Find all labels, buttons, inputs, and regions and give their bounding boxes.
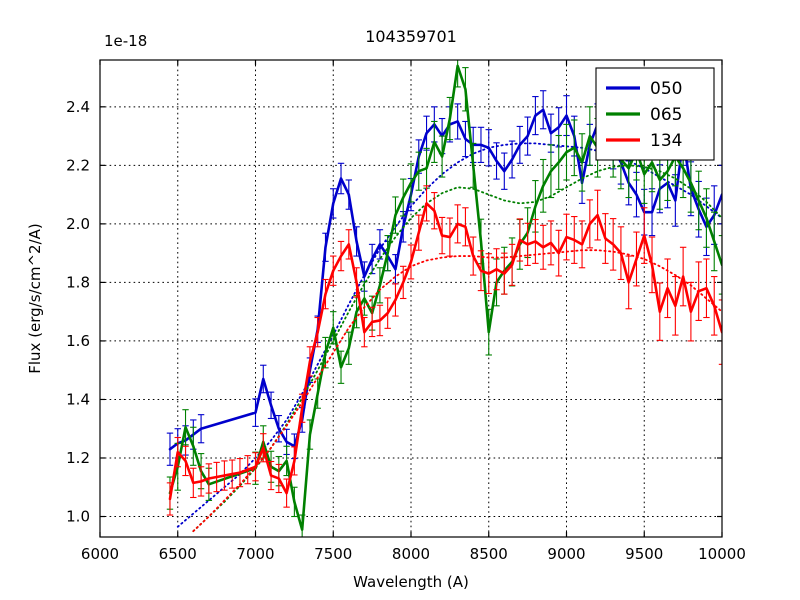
legend-label-050: 050	[650, 79, 682, 99]
spectrum-line-134	[168, 202, 722, 501]
series-134	[166, 185, 722, 533]
x-axis-title: Wavelength (A)	[353, 573, 469, 591]
y-tick-label: 1.0	[66, 508, 90, 526]
y-tick-label: 2.4	[66, 98, 90, 116]
x-tick-label: 7500	[314, 545, 352, 563]
legend-label-065: 065	[650, 105, 682, 125]
y-tick-label: 1.6	[66, 332, 90, 350]
x-tick-label: 7000	[236, 545, 274, 563]
x-tick-label: 10000	[698, 545, 746, 563]
y-tick-label: 1.2	[66, 449, 90, 467]
x-tick-label: 6500	[159, 545, 197, 563]
y-axis-offset-label: 1e-18	[104, 32, 147, 50]
axes-frame	[99, 59, 723, 538]
x-tick-label: 6000	[81, 545, 119, 563]
x-tick-label: 9000	[547, 545, 585, 563]
y-axis-title: Flux (erg/s/cm^2/A)	[26, 223, 44, 374]
legend-label-134: 134	[650, 131, 682, 151]
y-tick-label: 1.4	[66, 390, 90, 408]
page-title: 104359701	[365, 27, 457, 46]
y-tick-label: 2.2	[66, 156, 90, 174]
x-tick-label: 9500	[625, 545, 663, 563]
y-tick-label: 1.8	[66, 273, 90, 291]
continuum-134	[192, 249, 722, 533]
y-tick-label: 2.0	[66, 215, 90, 233]
x-tick-label: 8000	[392, 545, 430, 563]
x-tick-label: 8500	[470, 545, 508, 563]
